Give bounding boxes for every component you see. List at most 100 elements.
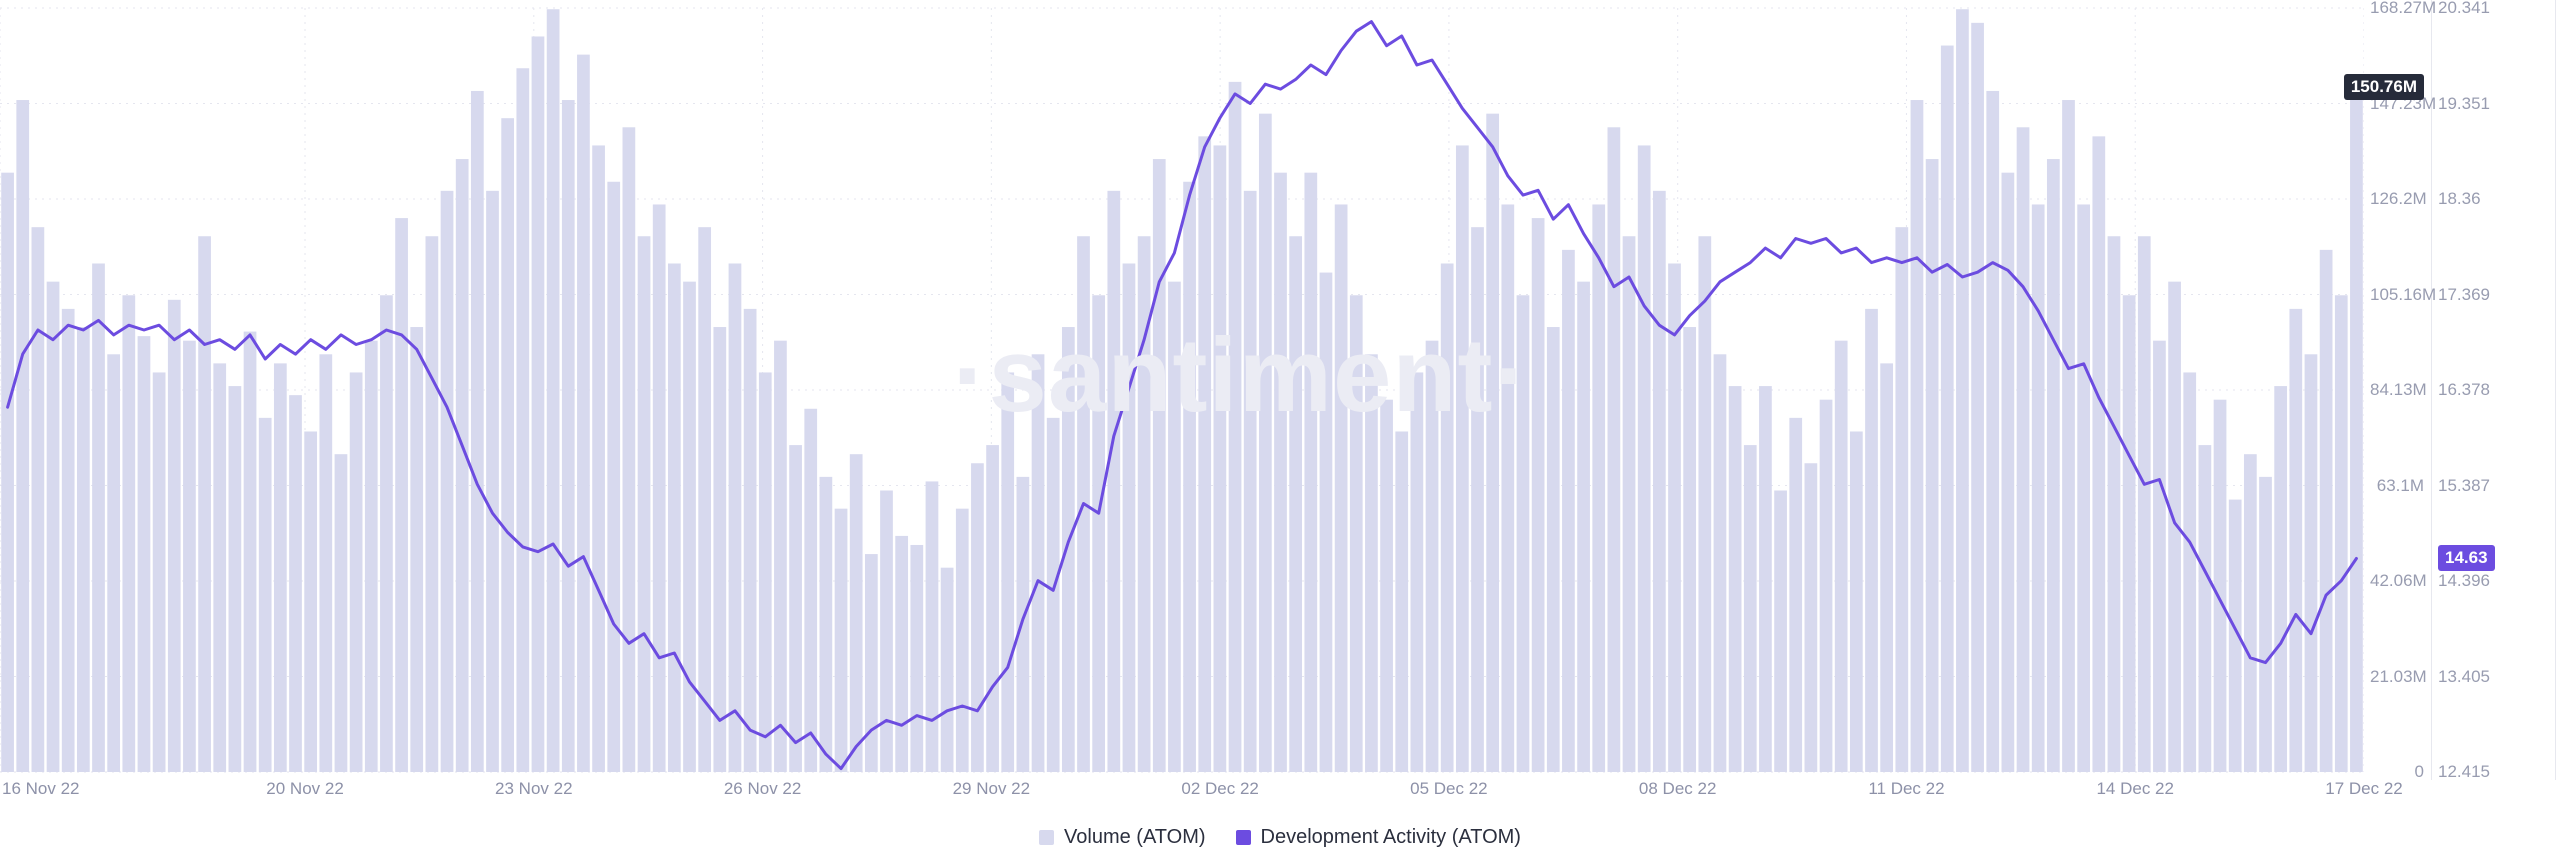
volume-bar (561, 100, 575, 772)
volume-bar (46, 281, 60, 772)
dev-activity-axis: 12.415 13.405 14.396 15.387 16.378 17.369 18.3… (2438, 0, 2508, 781)
volume-bar (1486, 113, 1500, 772)
legend-label-dev-activity: Development Activity (ATOM) (1260, 826, 1521, 848)
volume-bar (1698, 236, 1712, 772)
dev-activity-axis-label: 15.387 (2438, 475, 2490, 495)
volume-bar (2137, 236, 2151, 772)
volume-bar (1531, 218, 1545, 773)
volume-bar (213, 363, 227, 772)
right-edge-divider (2555, 0, 2556, 780)
volume-bar (789, 445, 802, 772)
volume-bar (895, 535, 909, 772)
volume-bar (1925, 159, 1939, 772)
volume-bar (410, 327, 424, 772)
x-axis-label: 23 Nov 22 (495, 779, 573, 798)
volume-bar (713, 327, 727, 772)
volume-bar (137, 336, 151, 772)
dev-activity-axis-label: 13.405 (2438, 666, 2490, 686)
volume-bar (2122, 295, 2136, 772)
volume-bar (273, 363, 287, 772)
dev-activity-axis-label: 20.341 (2438, 0, 2490, 17)
volume-bar (92, 263, 105, 772)
volume-bar (986, 445, 999, 772)
x-axis-label: 11 Dec 22 (1868, 779, 1945, 798)
volume-bar (1122, 263, 1136, 772)
volume-bar (971, 463, 984, 772)
volume-bar (1228, 81, 1242, 773)
legend-item-volume[interactable]: Volume (ATOM) (1039, 826, 1206, 849)
volume-bar (1501, 204, 1515, 773)
volume-bar (1804, 463, 1818, 772)
volume-bar (1971, 22, 1984, 772)
x-axis-label: 02 Dec 22 (1181, 779, 1259, 798)
volume-bar (228, 386, 242, 772)
volume-bar (1668, 263, 1681, 772)
volume-bar (1107, 190, 1121, 773)
volume-bar (1683, 327, 1697, 772)
volume-bar (1546, 327, 1560, 772)
volume-bar (1243, 190, 1257, 773)
volume-bar (1743, 445, 1757, 772)
volume-bar (2274, 386, 2288, 772)
volume-bar (183, 340, 196, 772)
volume-bar (395, 218, 408, 773)
volume-bar (258, 417, 272, 772)
volume-bar (1258, 113, 1272, 772)
volume-bar (1986, 90, 2000, 773)
volume-bar (2228, 499, 2242, 772)
volume-bar (1, 172, 14, 772)
volume-bar (1652, 190, 1666, 773)
volume-bar (1213, 145, 1227, 772)
volume-bar (1607, 127, 1621, 772)
volume-bar (1455, 145, 1469, 772)
volume-bar (2304, 354, 2318, 772)
dev-activity-current-badge: 14.63 (2438, 545, 2495, 572)
volume-bar (758, 372, 772, 772)
volume-bar (728, 263, 742, 772)
volume-bar (1334, 204, 1348, 773)
volume-bar (2062, 100, 2075, 772)
volume-bar (1031, 354, 1045, 772)
volume-bar (1425, 340, 1439, 772)
volume-bar (577, 54, 590, 773)
volume-bar (546, 9, 560, 772)
volume-bar (486, 190, 499, 773)
volume-bar (1834, 340, 1848, 772)
volume-bar (2077, 204, 2091, 773)
volume-bar (1940, 45, 1954, 772)
volume-bar (2289, 308, 2303, 772)
x-axis-label: 16 Nov 22 (2, 779, 80, 798)
volume-bar (1046, 417, 1060, 772)
volume-bar (440, 190, 454, 773)
volume-bar (1637, 145, 1651, 772)
legend-label-volume: Volume (ATOM) (1064, 826, 1206, 848)
volume-bar (198, 236, 211, 772)
volume-bar (334, 454, 348, 772)
volume-bar (652, 204, 666, 773)
volume-bar (2001, 172, 2015, 772)
volume-bar (819, 476, 833, 772)
volume-bar (1395, 431, 1409, 772)
volume-bar (1910, 100, 1924, 772)
volume-swatch-icon (1039, 830, 1055, 845)
volume-axis-label: 126.2M (2370, 189, 2427, 208)
volume-bar (1410, 372, 1424, 772)
volume-axis: 0 21.03M 42.06M 63.1M 84.13M 105.16M 126.2M 147… (2370, 0, 2436, 781)
dev-activity-axis-label: 19.351 (2438, 93, 2490, 113)
volume-bar (243, 331, 257, 772)
volume-bar (1289, 236, 1303, 772)
x-axis-label: 20 Nov 22 (266, 779, 344, 798)
legend-item-dev-activity[interactable]: Development Activity (ATOM) (1235, 826, 1521, 849)
chart-canvas[interactable] (0, 0, 2364, 780)
volume-bar (380, 295, 393, 772)
volume-bar (1319, 272, 1333, 772)
volume-axis-label: 63.1M (2376, 475, 2424, 495)
volume-bar (2334, 295, 2348, 772)
volume-bar (1713, 354, 1727, 772)
volume-bar (304, 431, 318, 772)
volume-bar (364, 340, 378, 772)
volume-bar (2243, 454, 2257, 772)
volume-bar (1380, 399, 1393, 772)
dev-activity-axis-label: 18.36 (2438, 189, 2481, 208)
